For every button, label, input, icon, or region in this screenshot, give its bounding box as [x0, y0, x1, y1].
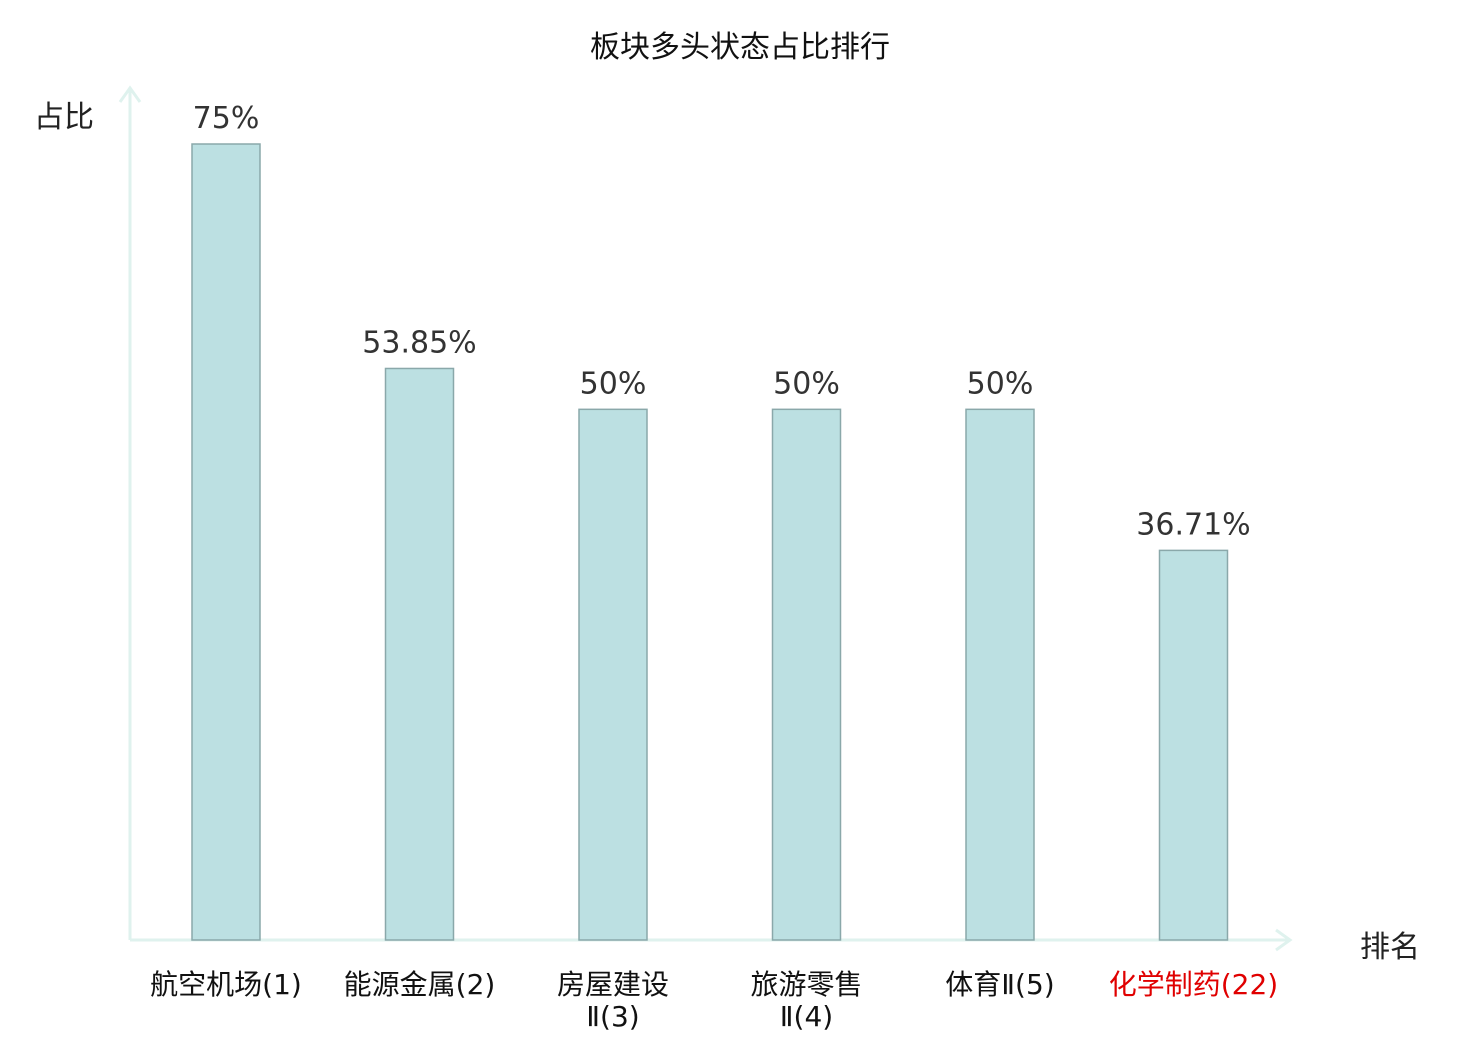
bar-group — [191, 143, 1229, 941]
x-tick-label-6: 化学制药(22) — [1109, 968, 1278, 1001]
y-axis-arrow-icon — [118, 85, 142, 103]
x-axis-arrow-icon — [1275, 928, 1293, 952]
value-label-2: 53.85% — [362, 325, 476, 360]
bar-2 — [384, 367, 455, 941]
x-tick-label-line: 航空机场(1) — [150, 968, 302, 1001]
value-label-4: 50% — [773, 366, 840, 401]
x-tick-label-line: 化学制药(22) — [1109, 968, 1278, 1001]
x-tick-label-group: 航空机场(1) 能源金属(2) 房屋建设 Ⅱ(3) 旅游零售 Ⅱ(4) 体育Ⅱ(5) 化学制药… — [150, 968, 1278, 1033]
value-label-6: 36.71% — [1136, 507, 1250, 542]
x-tick-label-line: Ⅱ(3) — [586, 1000, 639, 1033]
x-tick-label-4: 旅游零售 Ⅱ(4) — [750, 968, 862, 1033]
y-axis-label: 占比 — [34, 100, 94, 135]
x-tick-label-3: 房屋建设 Ⅱ(3) — [557, 968, 669, 1033]
x-tick-label-line: 能源金属(2) — [344, 968, 496, 1001]
x-tick-label-2: 能源金属(2) — [344, 968, 496, 1001]
x-tick-label-line: Ⅱ(4) — [780, 1000, 833, 1033]
x-tick-label-line: 房屋建设 — [557, 968, 669, 1001]
chart-axes — [118, 85, 1293, 952]
value-label-5: 50% — [967, 366, 1034, 401]
x-axis-label: 排名 — [1360, 930, 1420, 965]
x-tick-label-1: 航空机场(1) — [150, 968, 302, 1001]
bar-6 — [1158, 549, 1229, 941]
bar-4 — [771, 408, 842, 941]
value-label-1: 75% — [193, 101, 260, 136]
x-tick-label-line: 旅游零售 — [750, 968, 862, 1001]
x-tick-label-5: 体育Ⅱ(5) — [945, 968, 1054, 1001]
bar-1 — [191, 143, 261, 941]
value-label-3: 50% — [580, 366, 647, 401]
chart-title: 板块多头状态占比排行 — [590, 30, 890, 65]
x-tick-label-line: 体育Ⅱ(5) — [945, 968, 1054, 1001]
value-label-group: 75% 53.85% 50% 50% 50% 36.71% — [193, 101, 1251, 542]
bar-5 — [965, 408, 1035, 941]
bar-3 — [578, 408, 648, 941]
